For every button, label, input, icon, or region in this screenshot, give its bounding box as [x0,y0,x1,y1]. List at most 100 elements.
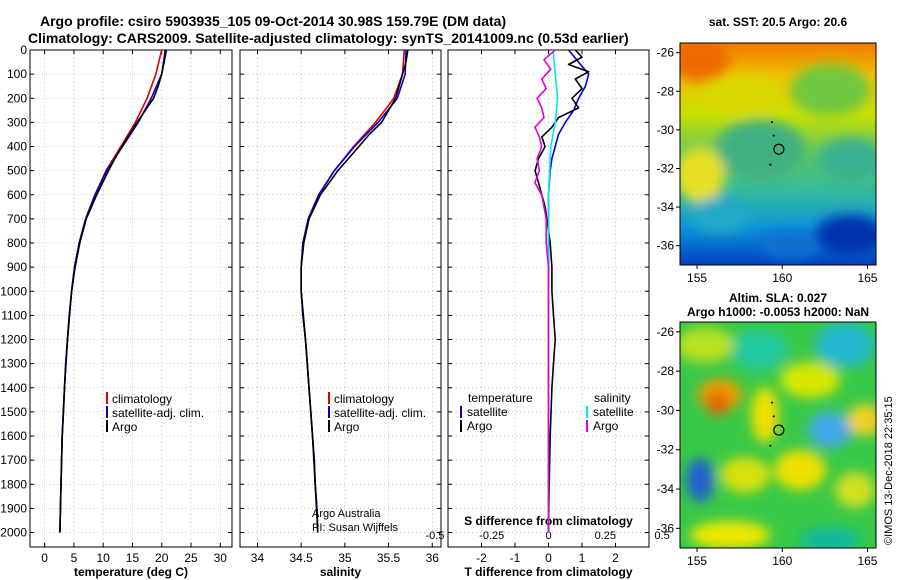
map-x-tick-label: 160 [772,271,792,285]
legend-label-climatology: climatology [112,392,172,406]
y-tick-label: 100 [7,67,27,81]
argo-location-marker [773,143,785,155]
argo-location-marker [773,424,785,436]
sla-map: Altim. SLA: 0.027 Argo h1000: -0.0053 h2… [657,291,878,568]
s-diff-tick-label: -0.25 [479,530,504,542]
legend-label-argo: Argo [112,420,138,434]
map-y-tick-label: -36 [657,239,675,253]
sla-eddies [680,323,876,548]
track-point [772,415,775,418]
legend-label-climatology: climatology [334,392,394,406]
s-diff-tick-label: 0 [545,530,551,542]
map-y-tick-label: -34 [657,482,675,496]
y-tick-label: 1400 [0,381,27,395]
x-axis-label: salinity [320,565,362,579]
legend-label-s-argo: Argo [593,419,619,433]
s-diff-tick-label: 0.5 [654,530,669,542]
map-x-tick-label: 165 [857,271,877,285]
y-tick-label: 200 [7,91,27,105]
map-x-tick-label: 155 [687,271,707,285]
plot-frame [29,49,233,548]
y-tick-label: 800 [7,236,27,250]
map-y-tick-label: -28 [657,84,675,98]
credit-line-1: Argo Australia [312,508,381,520]
x-tick-label: 2 [612,551,619,565]
x-axis-label: temperature (deg C) [74,565,188,579]
imos-credit: ©IMOS 13-Dec-2018 22:35:15 [883,396,895,545]
series-line-argo [300,50,409,533]
map-y-tick-label: -32 [657,161,675,175]
y-tick-label: 1800 [0,477,27,491]
s-diff-tick-label: -0.5 [425,530,444,542]
series-line-satellite-adj-clim- [59,50,167,533]
legend-title-temperature: temperature [468,391,533,405]
y-tick-label: 600 [7,188,27,202]
y-tick-label: 0 [20,43,27,57]
series-group [59,50,168,533]
map-y-tick-label: -36 [657,521,675,535]
x-tick-label: 0 [545,551,552,565]
legend-title-salinity: salinity [594,391,631,405]
track-point [771,401,774,404]
series-line-argo [59,50,168,533]
series-group [300,50,409,533]
y-tick-label: 1500 [0,405,27,419]
y-tick-label: 900 [7,260,27,274]
legend-label-t-argo: Argo [467,419,493,433]
legend-label-satellite: satellite-adj. clim. [334,406,426,420]
x-tick-label: 30 [214,551,228,565]
salinity-panel: 34 34.5 35 35.5 36 salinity [239,49,442,579]
y-tick-label: 1200 [0,333,27,347]
map-y-tick-label: -30 [657,403,675,417]
legend-label-satellite: satellite-adj. clim. [112,406,204,420]
track-point [769,163,772,166]
difference-legend: temperature satellite Argo salinity sate… [460,391,634,433]
track-point [769,444,772,447]
credit-line-2: PI: Susan Wijffels [312,522,398,534]
map-y-tick-label: -28 [657,364,675,378]
track-point [772,134,775,137]
x-tick-label: 10 [97,551,111,565]
legend-label-argo: Argo [334,420,360,434]
x-tick-label: 35 [338,551,352,565]
y-tick-label: 1900 [0,501,27,515]
track-point [771,121,774,124]
y-tick-label: 400 [7,140,27,154]
sst-map-title: sat. SST: 20.5 Argo: 20.6 [709,15,848,29]
series-line-s-argo [534,50,556,533]
map-y-tick-label: -32 [657,443,675,457]
x-tick-label: 15 [126,551,140,565]
plot-frame [239,49,442,548]
y-tick-label: 500 [7,164,27,178]
temperature-legend: climatology satellite-adj. clim. Argo [106,392,204,434]
y-tick-label: 2000 [0,526,27,540]
x-tick-label: -1 [510,551,521,565]
map-y-tick-label: -30 [657,123,675,137]
series-group [534,50,590,533]
x-tick-label: 34.5 [289,551,313,565]
sla-map-subtitle: Argo h1000: -0.0053 h2000: NaN [687,305,869,319]
map-y-tick-label: -26 [657,46,675,60]
sst-eddies [680,43,876,259]
x-tick-label: 1 [579,551,586,565]
x-axis-label: T difference from climatology [464,565,632,579]
y-tick-label: 1100 [1,308,27,322]
x-tick-label: 5 [71,551,78,565]
y-tick-label: 1700 [0,453,27,467]
s-diff-tick-label: 0.25 [595,530,616,542]
sla-map-title: Altim. SLA: 0.027 [729,291,827,305]
x-tick-label: 36 [426,551,440,565]
y-tick-label: 1000 [0,284,27,298]
header-line-1: Argo profile: csiro 5903935_105 09-Oct-2… [40,13,506,29]
map-y-tick-label: -26 [657,325,675,339]
x-tick-label: 35.5 [377,551,401,565]
x-tick-label: 34 [251,551,265,565]
map-x-tick-label: 160 [772,554,792,568]
x-tick-label: -2 [476,551,487,565]
y-tick-label: 1300 [0,357,27,371]
y-tick-label: 700 [7,212,27,226]
x-tick-label: 25 [184,551,198,565]
y-tick-label: 1600 [0,429,27,443]
